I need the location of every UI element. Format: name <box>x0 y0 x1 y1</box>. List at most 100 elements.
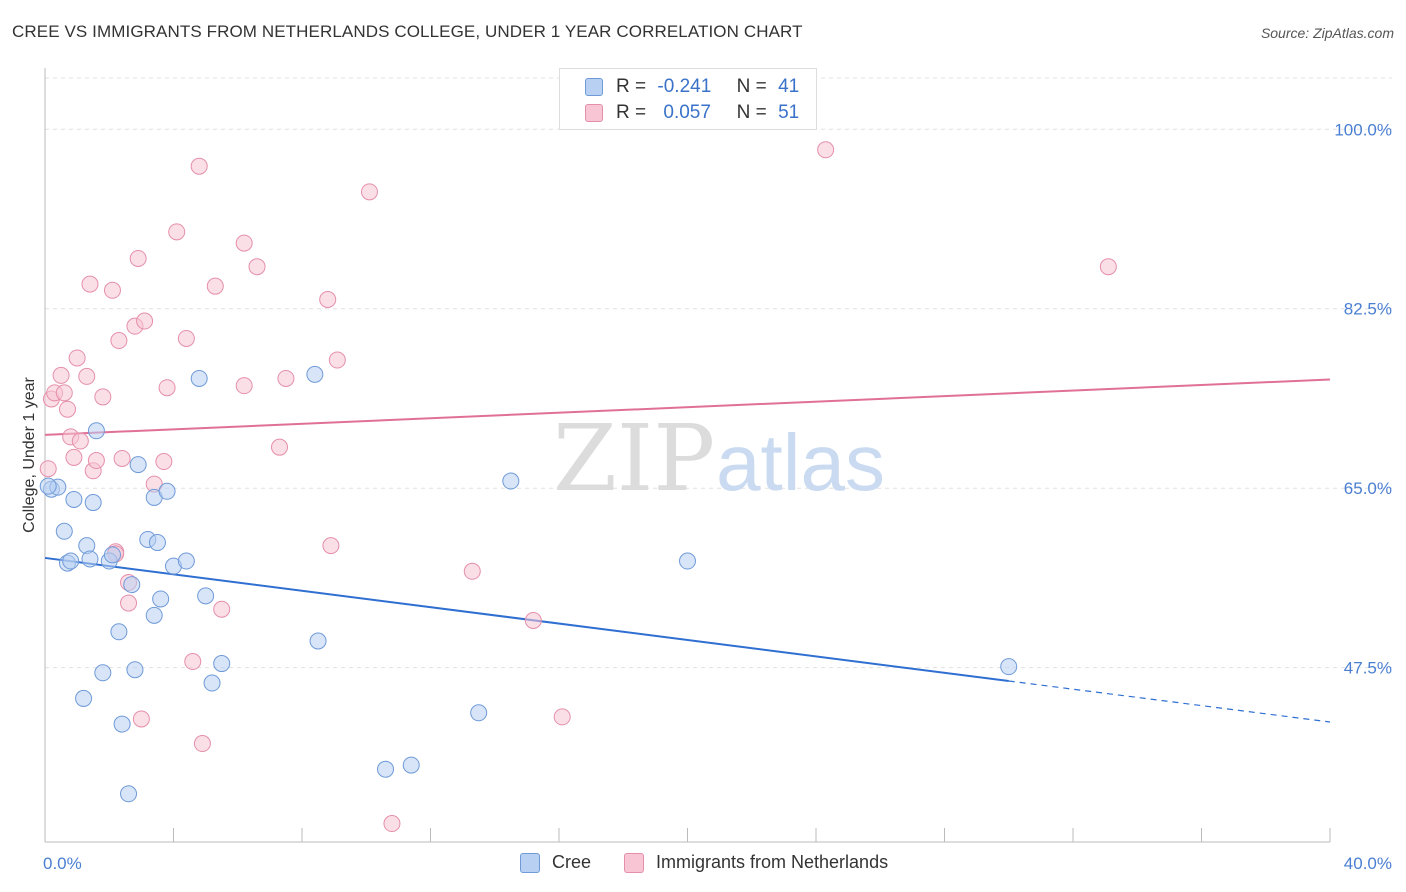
axes <box>44 68 1331 843</box>
cree-point <box>120 785 138 803</box>
netherlands-point <box>553 708 571 726</box>
netherlands-point <box>168 223 186 241</box>
netherlands-swatch <box>585 104 603 122</box>
correlation-legend: R = -0.241 N = 41 R = 0.057 N = 51 <box>559 68 817 130</box>
cree-point <box>203 674 221 692</box>
netherlands-point <box>87 452 105 470</box>
cree-point <box>113 715 131 733</box>
netherlands-point <box>817 141 835 159</box>
cree-point <box>145 606 163 624</box>
netherlands-swatch <box>624 852 644 873</box>
cree-point <box>1000 658 1018 676</box>
netherlands-point <box>94 388 112 406</box>
netherlands-point <box>322 537 340 555</box>
netherlands-point <box>58 400 76 418</box>
legend-r-label: R = <box>616 76 647 97</box>
cree-point <box>62 552 80 570</box>
cree-point <box>502 472 520 490</box>
netherlands-point <box>193 735 211 753</box>
cree-point <box>110 623 128 641</box>
netherlands-point <box>129 249 147 267</box>
netherlands-point <box>103 281 121 299</box>
tick-labels: 47.5% 65.0% 82.5% 100.0% 0.0% 40.0% College, U… <box>21 120 1392 873</box>
x-tick-label: 0.0% <box>43 854 82 873</box>
cree-point <box>213 655 231 673</box>
y-tick-label: 100.0% <box>1334 120 1392 139</box>
cree-point <box>148 534 166 552</box>
netherlands-point <box>113 449 131 467</box>
source-label: Source: ZipAtlas.com <box>1260 25 1394 41</box>
cree-point <box>402 756 420 774</box>
netherlands-point <box>184 653 202 671</box>
netherlands-point <box>68 349 86 367</box>
cree-point <box>190 369 208 387</box>
cree-point <box>158 482 176 500</box>
netherlands-point <box>158 379 176 397</box>
netherlands-point <box>360 183 378 201</box>
cree-point <box>75 689 93 707</box>
netherlands-point <box>271 438 289 456</box>
netherlands-point <box>39 460 57 478</box>
cree-point <box>81 550 99 568</box>
netherlands-point <box>55 384 73 402</box>
netherlands-point <box>65 448 83 466</box>
netherlands-point <box>277 369 295 387</box>
legend-n-label: N = <box>736 76 767 97</box>
cree-trend-extension <box>1008 680 1331 723</box>
legend-item-cree[interactable]: Cree <box>520 852 591 873</box>
cree-point <box>129 456 147 474</box>
netherlands-point <box>81 275 99 293</box>
cree-point <box>55 522 73 540</box>
legend-label-cree: Cree <box>552 852 592 872</box>
netherlands-point <box>110 332 128 350</box>
netherlands-point <box>206 277 224 295</box>
netherlands-trend-line <box>44 378 1331 436</box>
cree-point <box>126 661 144 679</box>
netherlands-point <box>177 329 195 347</box>
chart-title: CREE VS IMMIGRANTS FROM NETHERLANDS COLL… <box>12 22 803 41</box>
legend-r-value: -0.241 <box>657 76 712 97</box>
cree-point <box>123 576 141 594</box>
cree-point <box>65 490 83 508</box>
cree-point <box>309 632 327 650</box>
netherlands-point <box>155 453 173 471</box>
netherlands-point <box>52 366 70 384</box>
cree-point <box>679 552 696 570</box>
netherlands-point <box>71 432 89 450</box>
netherlands-point <box>78 367 96 385</box>
series-legend: Cree Immigrants from Netherlands <box>0 852 1406 878</box>
cree-point <box>177 552 195 570</box>
legend-item-netherlands[interactable]: Immigrants from Netherlands <box>624 852 888 873</box>
legend-r-value: 0.057 <box>663 102 711 123</box>
netherlands-point <box>120 594 138 612</box>
cree-swatch <box>520 852 540 873</box>
netherlands-point <box>235 234 253 252</box>
y-tick-label: 82.5% <box>1344 300 1392 319</box>
cree-point <box>197 587 215 605</box>
watermark-zip: ZIP <box>553 405 715 512</box>
watermark-atlas: atlas <box>716 418 885 507</box>
netherlands-point <box>383 815 401 833</box>
legend-n-value: 51 <box>778 102 800 123</box>
netherlands-point <box>190 157 208 175</box>
legend-n-label: N = <box>736 102 767 123</box>
legend-r-label: R = <box>616 102 647 123</box>
netherlands-point <box>524 611 542 629</box>
cree-point <box>84 494 102 512</box>
cree-point <box>470 704 488 722</box>
netherlands-point <box>248 258 266 276</box>
legend-n-value: 41 <box>778 76 800 97</box>
cree-point <box>377 760 395 778</box>
netherlands-point <box>213 600 231 618</box>
netherlands-point <box>319 291 337 309</box>
data-points <box>39 141 1117 833</box>
cree-point <box>94 664 112 682</box>
cree-point <box>103 546 121 564</box>
x-tick-label: 40.0% <box>1344 854 1392 873</box>
cree-point <box>306 365 324 383</box>
netherlands-point <box>463 562 481 580</box>
cree-point <box>39 477 57 495</box>
watermark: ZIP atlas <box>553 405 885 512</box>
netherlands-point <box>1099 258 1117 276</box>
